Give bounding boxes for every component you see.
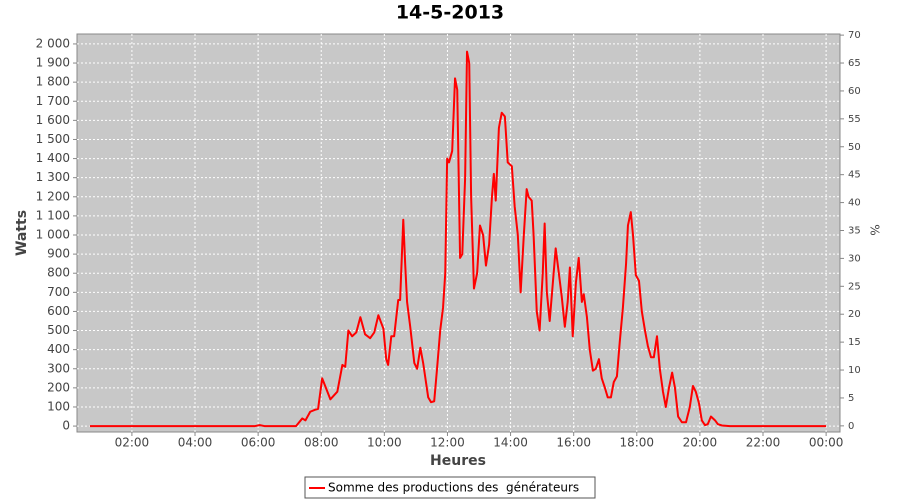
y-tick-label: 2 000 bbox=[36, 36, 70, 50]
y2-axis-label: % bbox=[868, 224, 882, 235]
y2-tick-label: 10 bbox=[848, 365, 861, 376]
y-axis-label: Watts bbox=[14, 210, 30, 256]
x-tick-label: 12:00 bbox=[430, 436, 465, 450]
y-tick-label: 200 bbox=[47, 380, 70, 394]
y-tick-label: 300 bbox=[47, 361, 70, 375]
y-tick-label: 1 400 bbox=[36, 151, 70, 165]
y-tick-label: 500 bbox=[47, 323, 70, 337]
y-tick-label: 600 bbox=[47, 304, 70, 318]
y2-tick-label: 70 bbox=[848, 30, 861, 41]
y-tick-label: 900 bbox=[47, 247, 70, 261]
chart-title: 14-5-2013 bbox=[396, 2, 504, 24]
y-tick-label: 1 900 bbox=[36, 56, 70, 70]
y2-tick-label: 5 bbox=[848, 393, 854, 404]
y2-tick-label: 25 bbox=[848, 281, 861, 292]
legend-label: Somme des productions des générateurs bbox=[328, 481, 579, 495]
y2-tick-label: 60 bbox=[848, 86, 861, 97]
y-tick-label: 1 300 bbox=[36, 170, 70, 184]
y2-tick-label: 50 bbox=[848, 142, 861, 153]
y2-tick-label: 35 bbox=[848, 225, 861, 236]
y-tick-label: 1 100 bbox=[36, 208, 70, 222]
y2-tick-label: 45 bbox=[848, 170, 861, 181]
y-tick-label: 1 000 bbox=[36, 228, 70, 242]
y-tick-label: 1 600 bbox=[36, 113, 70, 127]
x-tick-label: 18:00 bbox=[619, 436, 654, 450]
x-tick-label: 14:00 bbox=[493, 436, 528, 450]
y-tick-label: 800 bbox=[47, 266, 70, 280]
y-tick-label: 700 bbox=[47, 285, 70, 299]
x-tick-label: 20:00 bbox=[683, 436, 718, 450]
y2-tick-label: 65 bbox=[848, 58, 861, 69]
y2-tick-label: 40 bbox=[848, 198, 861, 209]
y2-tick-label: 30 bbox=[848, 253, 861, 264]
x-tick-label: 02:00 bbox=[115, 436, 150, 450]
y-tick-label: 1 700 bbox=[36, 94, 70, 108]
y-tick-label: 1 200 bbox=[36, 189, 70, 203]
x-axis-label: Heures bbox=[430, 453, 486, 469]
y-tick-label: 400 bbox=[47, 342, 70, 356]
y-tick-label: 0 bbox=[62, 419, 70, 433]
y2-tick-label: 20 bbox=[848, 309, 861, 320]
x-tick-label: 06:00 bbox=[241, 436, 276, 450]
x-tick-label: 22:00 bbox=[746, 436, 781, 450]
x-tick-label: 00:00 bbox=[809, 436, 844, 450]
x-tick-label: 04:00 bbox=[178, 436, 213, 450]
y-tick-label: 1 500 bbox=[36, 132, 70, 146]
y2-tick-label: 0 bbox=[848, 421, 854, 432]
x-tick-label: 10:00 bbox=[367, 436, 402, 450]
plot-area bbox=[76, 33, 841, 433]
x-tick-label: 08:00 bbox=[304, 436, 339, 450]
y2-tick-label: 15 bbox=[848, 337, 861, 348]
line-series bbox=[89, 50, 827, 428]
y-tick-label: 100 bbox=[47, 399, 70, 413]
legend bbox=[304, 476, 596, 499]
y-tick-label: 1 800 bbox=[36, 75, 70, 89]
x-tick-label: 16:00 bbox=[556, 436, 591, 450]
y2-tick-label: 55 bbox=[848, 114, 861, 125]
